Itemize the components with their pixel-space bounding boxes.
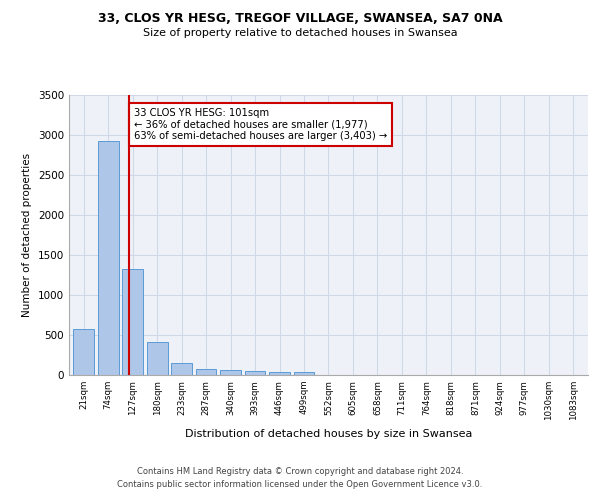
Y-axis label: Number of detached properties: Number of detached properties — [22, 153, 32, 317]
Text: 33 CLOS YR HESG: 101sqm
← 36% of detached houses are smaller (1,977)
63% of semi: 33 CLOS YR HESG: 101sqm ← 36% of detache… — [134, 108, 387, 141]
Text: Size of property relative to detached houses in Swansea: Size of property relative to detached ho… — [143, 28, 457, 38]
Bar — [171, 363, 192, 375]
Text: Contains public sector information licensed under the Open Government Licence v3: Contains public sector information licen… — [118, 480, 482, 489]
Bar — [98, 142, 119, 375]
X-axis label: Distribution of detached houses by size in Swansea: Distribution of detached houses by size … — [185, 428, 472, 438]
Bar — [73, 330, 94, 375]
Bar — [220, 370, 241, 375]
Bar — [245, 370, 265, 375]
Bar — [122, 270, 143, 375]
Text: 33, CLOS YR HESG, TREGOF VILLAGE, SWANSEA, SA7 0NA: 33, CLOS YR HESG, TREGOF VILLAGE, SWANSE… — [98, 12, 502, 26]
Bar — [269, 372, 290, 375]
Bar — [147, 342, 167, 375]
Text: Contains HM Land Registry data © Crown copyright and database right 2024.: Contains HM Land Registry data © Crown c… — [137, 467, 463, 476]
Bar — [196, 368, 217, 375]
Bar — [293, 372, 314, 375]
